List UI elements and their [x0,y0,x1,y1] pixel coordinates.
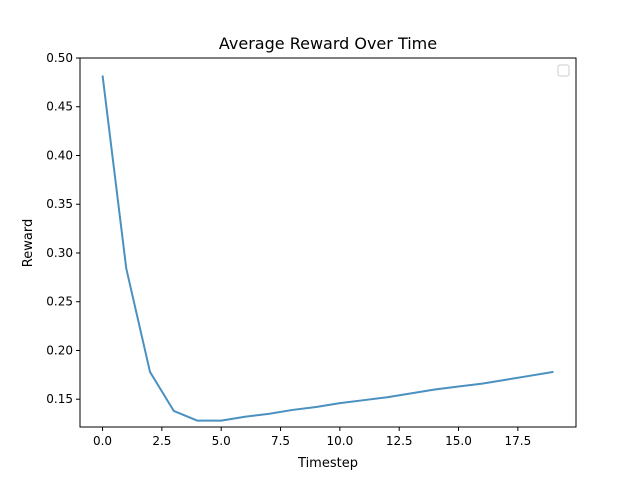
y-tick-label: 0.50 [46,51,73,65]
plot-frame [79,57,577,428]
chart-title: Average Reward Over Time [219,34,437,53]
x-tick-label: 7.5 [271,434,290,448]
x-tick-label: 2.5 [152,434,171,448]
x-axis-label: Timestep [297,456,358,471]
y-tick-label: 0.30 [46,246,73,260]
y-tick-label: 0.25 [46,295,73,309]
tick-layer: 0.0 2.5 5.0 7.5 10.0 12.5 15.0 17.5 0.15 0.20 0.25… [46,51,531,448]
x-tick-label: 15.0 [445,434,472,448]
x-tick-label: 17.5 [504,434,531,448]
series-layer [101,75,554,422]
y-tick-label: 0.15 [46,392,73,406]
y-tick-label: 0.20 [46,343,73,357]
series-line [101,75,554,422]
legend-box [557,64,570,77]
y-axis-label: Reward [21,219,36,267]
x-tick-label: 10.0 [327,434,354,448]
x-tick-label: 0.0 [93,434,112,448]
x-tick-label: 12.5 [386,434,413,448]
y-tick-label: 0.40 [46,148,73,162]
y-tick-label: 0.35 [46,197,73,211]
x-tick-label: 5.0 [212,434,231,448]
y-tick-label: 0.45 [46,100,73,114]
